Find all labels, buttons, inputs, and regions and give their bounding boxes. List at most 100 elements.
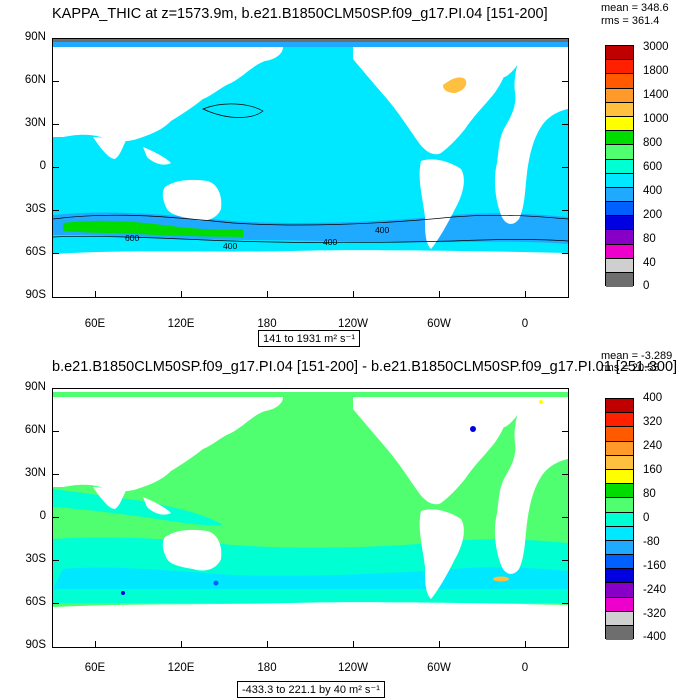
colorbar-segment [606, 555, 633, 570]
panel-title: b.e21.B1850CLM50SP.f09_g17.PI.04 [151-20… [52, 359, 678, 375]
tick [562, 253, 569, 254]
colorbar-segment [606, 273, 633, 287]
colorbar-segment [606, 258, 633, 273]
anomaly-spot [470, 426, 476, 432]
colorbar-label: 80 [643, 488, 656, 500]
europe-africa [494, 397, 568, 574]
colorbar-segment [606, 60, 633, 75]
tick [267, 291, 268, 298]
indian-peninsula [93, 137, 127, 159]
antarctica [53, 250, 568, 297]
colorbar-segment [606, 216, 633, 231]
eurasia-landmass [53, 47, 283, 142]
lat-label: 90N [24, 381, 46, 393]
colorbar-segment [606, 626, 633, 640]
colorbar-segment [606, 230, 633, 245]
rms-stat: rms = 20.55 [601, 362, 660, 374]
colorbar-segment [606, 441, 633, 456]
tick [525, 291, 526, 298]
colorbar-segment [606, 484, 633, 499]
indian-negative-band [53, 489, 223, 526]
rms-stat: rms = 361.4 [601, 15, 660, 27]
contour-label: 600 [125, 233, 139, 243]
contour-600 [53, 236, 568, 243]
tick [52, 253, 59, 254]
lat-label: 0 [39, 160, 46, 172]
lat-label: 0 [39, 510, 46, 522]
tick [52, 603, 59, 604]
lon-label: 180 [257, 318, 277, 330]
lat-label: 60N [24, 74, 46, 86]
kappa-thic-panel: KAPPA_THIC at z=1573.9m, b.e21.B1850CLM5… [24, 2, 669, 347]
colorbar-segment [606, 526, 633, 541]
colorbar-segment [606, 569, 633, 584]
colorbar-segment [606, 455, 633, 470]
maritime-asia [143, 497, 171, 515]
colorbar-label: 240 [643, 440, 663, 452]
colorbar-label: -80 [643, 536, 660, 548]
colorbar-label: 160 [643, 464, 663, 476]
tick [52, 517, 59, 518]
lat-label: 60N [24, 424, 46, 436]
colorbar-segment [606, 427, 633, 442]
colorbar-segment [606, 413, 633, 428]
greenland [473, 47, 523, 78]
tick [52, 474, 59, 475]
antarctica [53, 602, 568, 647]
lat-label: 60S [25, 246, 46, 258]
colorbar-label: 40 [643, 257, 656, 269]
colorbar-segment [606, 131, 633, 146]
tick [52, 431, 59, 432]
colorbar-segment [606, 202, 633, 217]
tick [353, 291, 354, 298]
colorbar-label: 400 [643, 392, 663, 404]
colorbar-label: 200 [643, 209, 663, 221]
tick [181, 641, 182, 648]
tick [52, 81, 59, 82]
eurasia-landmass [53, 397, 283, 492]
range-label: -433.3 to 221.1 by 40 m² s⁻¹ [237, 681, 385, 698]
colorbar-segment [606, 512, 633, 527]
tick [562, 517, 569, 518]
tick [562, 474, 569, 475]
australia [162, 529, 222, 571]
lon-label: 180 [257, 662, 277, 674]
tick [439, 641, 440, 648]
tick [562, 210, 569, 211]
tick [439, 291, 440, 298]
contour-label: 400 [223, 241, 237, 251]
tick [562, 560, 569, 561]
colorbar-label: 80 [643, 233, 656, 245]
colorbar-label: 320 [643, 416, 663, 428]
lat-label: 30N [24, 117, 46, 129]
colorbar-segment [606, 498, 633, 513]
colorbar-label: 1400 [643, 89, 669, 101]
colorbar-segment [606, 540, 633, 556]
lon-label: 60E [84, 318, 106, 330]
difference-panel: b.e21.B1850CLM50SP.f09_g17.PI.04 [151-20… [0, 350, 700, 700]
colorbar-label: 1000 [643, 113, 669, 125]
southern-ocean-high [63, 220, 243, 237]
colorbar-segment [606, 46, 633, 61]
colorbar-label: 3000 [643, 41, 669, 53]
lat-label: 90S [25, 639, 46, 651]
colorbar-segment [606, 597, 633, 612]
south-america [419, 159, 464, 249]
lon-label: 0 [521, 318, 529, 330]
north-america [353, 47, 513, 155]
tick [562, 167, 569, 168]
australia [162, 179, 222, 221]
tick [95, 291, 96, 298]
colorbar-segment [606, 583, 633, 598]
lon-label: 0 [521, 662, 529, 674]
arctic-band [53, 39, 568, 47]
tick [353, 641, 354, 648]
colorbar-segment [606, 88, 633, 103]
difference-field-map [53, 389, 568, 647]
anomaly-spot [213, 580, 219, 586]
lat-label: 90S [25, 289, 46, 301]
tick [562, 124, 569, 125]
lat-label: 30S [25, 203, 46, 215]
colorbar-segment [606, 74, 633, 89]
contour-pacific [202, 103, 264, 118]
